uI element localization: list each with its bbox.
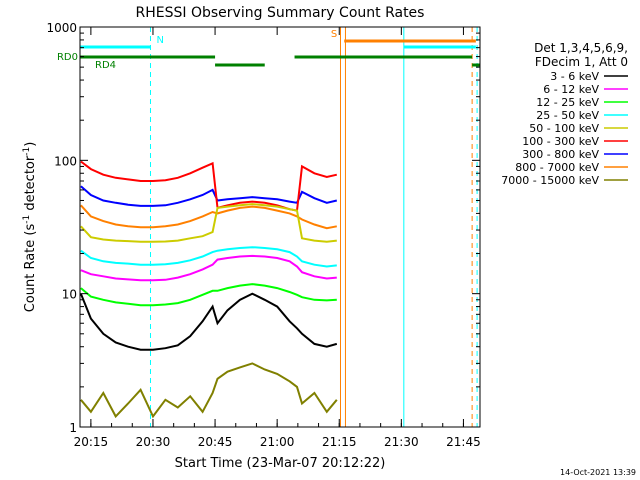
legend-header-line-2: FDecim 1, Att 0 <box>535 55 628 69</box>
y-axis-label-main: Count Rate (s <box>23 224 38 313</box>
x-tick-label-20-45: 20:45 <box>198 435 233 449</box>
flag-label-s: S <box>331 29 337 40</box>
vertical-markers <box>79 27 478 427</box>
series-line-3-6-kev <box>79 292 338 351</box>
series-line-6-12-kev <box>80 254 337 282</box>
legend-label-6-12-kev: 6 - 12 keV <box>543 83 599 96</box>
axis-ticks: 20:15 20:30 20:45 21:00 21:15 21:30 21:45 1 10 10… <box>46 21 480 449</box>
chart-title: RHESSI Observing Summary Count Rates <box>136 5 425 21</box>
x-tick-label-21-30: 21:30 <box>384 435 419 449</box>
y-axis-label-sup1: -1 <box>22 215 32 224</box>
series-line-100-300-kev <box>80 160 338 212</box>
legend-header-line-1: Det 1,3,4,5,6,9, <box>534 41 628 55</box>
legend-label-50-100-kev: 50 - 100 keV <box>529 122 599 135</box>
y-axis-label-sup2: -1 <box>22 147 32 156</box>
flag-label-rd0: RD0 <box>57 52 78 63</box>
y-tick-label-10: 10 <box>62 288 77 302</box>
y-tick-label-100: 100 <box>54 154 77 168</box>
series-group <box>79 160 338 419</box>
series-line-12-25-kev <box>80 283 337 307</box>
x-tick-label-21-00: 21:00 <box>260 435 295 449</box>
y-axis-label: Count Rate (s-1 detector-1) <box>22 142 38 313</box>
legend-label-3-6-kev: 3 - 6 keV <box>550 70 599 83</box>
legend-label-25-50-kev: 25 - 50 keV <box>536 109 599 122</box>
legend-label-7000-15000-kev: 7000 - 15000 keV <box>501 174 599 187</box>
x-axis-label: Start Time (23-Mar-07 20:12:22) <box>175 456 386 471</box>
legend-label-12-25-kev: 12 - 25 keV <box>536 96 599 109</box>
y-axis-label-end: ) <box>23 142 38 147</box>
y-tick-label-1000: 1000 <box>46 21 77 35</box>
series-line-7000-15000-kev <box>80 362 338 419</box>
flag-bars: N S RD0 RD4 <box>57 29 480 71</box>
x-tick-label-20-15: 20:15 <box>74 435 109 449</box>
legend-label-300-800-kev: 300 - 800 keV <box>522 148 599 161</box>
x-tick-label-21-15: 21:15 <box>322 435 357 449</box>
series-line-50-100-kev <box>80 203 337 243</box>
legend-label-100-300-kev: 100 - 300 keV <box>522 135 599 148</box>
footer-date: 14-Oct-2021 13:39 <box>560 468 636 477</box>
y-tick-label-1: 1 <box>69 421 77 435</box>
flag-label-rd4: RD4 <box>95 60 116 71</box>
x-tick-label-21-45: 21:45 <box>446 435 481 449</box>
flag-label-n: N <box>156 35 163 46</box>
plot-frame <box>79 26 481 428</box>
y-axis-label-mid: detector <box>23 155 38 215</box>
x-tick-label-20-30: 20:30 <box>136 435 171 449</box>
series-line-25-50-kev <box>80 246 337 268</box>
legend-label-800-7000-kev: 800 - 7000 keV <box>515 161 599 174</box>
